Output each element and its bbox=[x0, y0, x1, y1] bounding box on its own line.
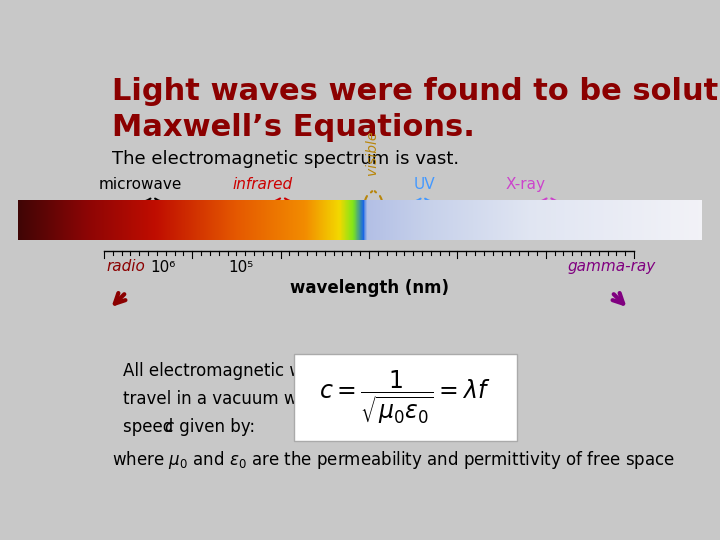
Text: gamma-ray: gamma-ray bbox=[567, 259, 656, 274]
Text: given by:: given by: bbox=[174, 418, 255, 436]
Text: 10⁵: 10⁵ bbox=[228, 260, 253, 275]
Text: c: c bbox=[164, 418, 174, 436]
Text: radio: radio bbox=[107, 259, 145, 274]
FancyBboxPatch shape bbox=[294, 354, 517, 441]
Text: infrared: infrared bbox=[233, 177, 293, 192]
Text: where $\mu_0$ and $\varepsilon_0$ are the permeability and permittivity of free : where $\mu_0$ and $\varepsilon_0$ are th… bbox=[112, 449, 675, 471]
Text: microwave: microwave bbox=[99, 177, 182, 192]
Text: Maxwell’s Equations.: Maxwell’s Equations. bbox=[112, 113, 475, 141]
Text: X-ray: X-ray bbox=[505, 177, 545, 192]
Text: 10⁶: 10⁶ bbox=[150, 260, 175, 275]
Text: speed: speed bbox=[124, 418, 179, 436]
Text: All electromagnetic waves: All electromagnetic waves bbox=[124, 362, 343, 380]
Text: travel in a vacuum with a: travel in a vacuum with a bbox=[124, 390, 335, 408]
Text: UV: UV bbox=[414, 177, 436, 192]
Text: visible: visible bbox=[365, 131, 379, 175]
Text: The electromagnetic spectrum is vast.: The electromagnetic spectrum is vast. bbox=[112, 150, 459, 168]
Text: Light waves were found to be solutions to: Light waves were found to be solutions t… bbox=[112, 77, 720, 106]
Text: $c = \dfrac{1}{\sqrt{\mu_0 \varepsilon_0}} = \lambda f$: $c = \dfrac{1}{\sqrt{\mu_0 \varepsilon_0… bbox=[320, 368, 491, 427]
Text: wavelength (nm): wavelength (nm) bbox=[289, 279, 449, 297]
